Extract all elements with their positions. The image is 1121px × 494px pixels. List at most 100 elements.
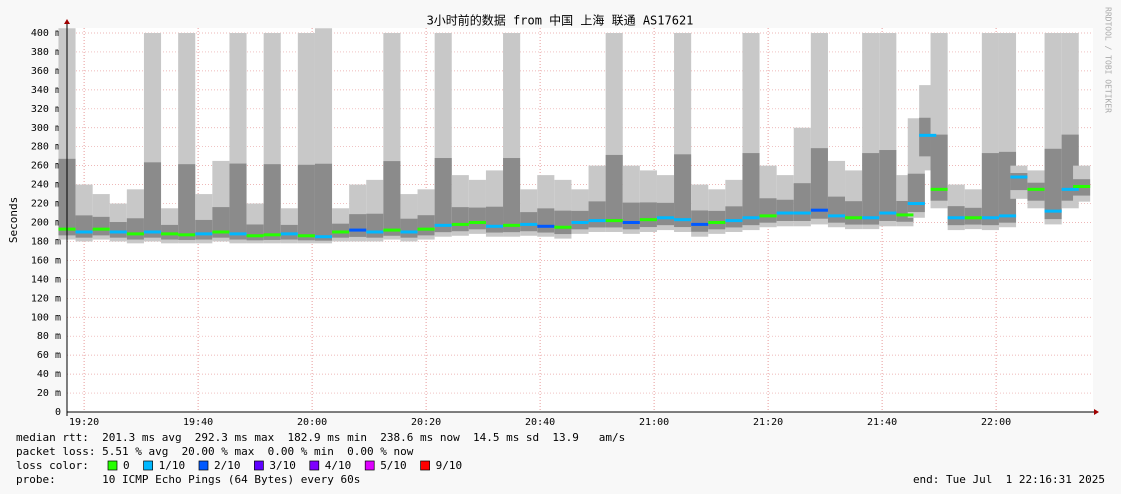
median-mark xyxy=(998,214,1017,218)
end-text: end: Tue Jul 1 22:16:31 2025 xyxy=(913,473,1105,486)
legend-swatch xyxy=(364,460,375,471)
smoke-core xyxy=(520,212,538,232)
x-tick-label: 21:20 xyxy=(753,417,783,428)
y-tick-label: 80 m xyxy=(37,331,61,342)
smoke-core xyxy=(827,196,846,223)
smoke-core xyxy=(571,210,589,230)
y-tick-label: 280 m xyxy=(31,142,61,153)
legend-label: 4/10 xyxy=(325,459,352,472)
y-tick-label: 40 m xyxy=(37,369,61,380)
y-tick-label: 220 m xyxy=(31,199,61,210)
x-tick-label: 20:00 xyxy=(297,417,327,428)
median-mark xyxy=(981,216,999,220)
median-mark xyxy=(332,230,350,234)
smoke-core xyxy=(622,202,640,230)
legend-label: 0 xyxy=(123,459,130,472)
smoke-core xyxy=(793,183,811,221)
smoke-core xyxy=(656,202,675,226)
median-mark xyxy=(349,228,367,232)
median-mark xyxy=(143,230,162,234)
median-mark xyxy=(297,234,315,238)
median-mark xyxy=(246,234,264,238)
smoke-core xyxy=(314,163,333,241)
x-tick-label: 20:40 xyxy=(525,417,555,428)
y-tick-label: 300 m xyxy=(31,123,61,134)
smoke-core xyxy=(862,153,880,225)
smoke-core xyxy=(1044,148,1062,220)
median-mark xyxy=(229,232,247,236)
y-tick-label: 100 m xyxy=(31,312,61,323)
smoke-core xyxy=(708,210,726,230)
smoke-core xyxy=(759,198,777,223)
median-mark xyxy=(485,224,504,228)
y-tick-label: 0 xyxy=(55,407,61,418)
median-mark xyxy=(537,224,555,228)
y-tick-label: 120 m xyxy=(31,293,61,304)
smoke-core xyxy=(947,206,965,226)
smoke-core xyxy=(742,153,760,226)
median-mark xyxy=(434,223,452,227)
y-tick-label: 260 m xyxy=(31,161,61,172)
y-tick-label: 60 m xyxy=(37,350,61,361)
smoke-core xyxy=(537,208,555,233)
smoke-core xyxy=(349,214,367,237)
smoke-core xyxy=(691,210,709,232)
smoke-core xyxy=(400,218,418,238)
y-tick-label: 180 m xyxy=(31,236,61,247)
legend-swatch xyxy=(420,460,430,471)
median-mark xyxy=(366,230,384,234)
median-mark xyxy=(75,230,93,234)
legend-label: 9/10 xyxy=(436,459,463,472)
smoke-core xyxy=(434,158,452,233)
median-mark xyxy=(126,232,144,236)
median-mark xyxy=(810,208,828,212)
median-mark xyxy=(862,216,880,220)
median-mark xyxy=(280,232,298,236)
smoke-core xyxy=(229,163,247,240)
legend-label: 3/10 xyxy=(269,459,296,472)
median-mark xyxy=(571,221,589,224)
median-mark xyxy=(674,218,692,222)
smoke-core xyxy=(639,202,657,228)
smoke-core xyxy=(879,150,897,221)
y-tick-label: 360 m xyxy=(31,66,61,77)
smoke-core xyxy=(212,207,230,238)
median-mark xyxy=(656,216,675,220)
smoke-core xyxy=(468,207,486,230)
median-mark xyxy=(964,216,982,220)
legend-swatch xyxy=(309,460,320,471)
median-mark xyxy=(879,211,897,215)
median-mark xyxy=(1073,184,1091,188)
median-mark xyxy=(759,214,777,218)
median-mark xyxy=(400,230,418,234)
smoke-core xyxy=(503,158,521,233)
smoke-core xyxy=(297,164,315,241)
median-mark xyxy=(930,187,948,191)
median-mark xyxy=(161,232,179,236)
median-mark xyxy=(195,232,213,236)
smoke-core xyxy=(1027,182,1045,201)
median-mark xyxy=(919,133,937,137)
median-mark xyxy=(588,219,606,223)
smoke-core xyxy=(810,148,828,219)
smoke-core xyxy=(845,201,863,225)
x-tick-label: 19:20 xyxy=(69,417,99,428)
median-mark xyxy=(622,221,640,224)
smoke-core xyxy=(674,154,692,228)
smoke-core xyxy=(383,161,401,236)
median-mark xyxy=(417,227,435,231)
x-tick-label: 19:40 xyxy=(183,417,213,428)
legend-swatch xyxy=(254,460,264,471)
smoke-core xyxy=(725,206,743,228)
chart-title: 3小时前的数据 from 中国 上海 联通 AS17621 xyxy=(427,13,694,28)
legend-swatch xyxy=(107,460,118,471)
footer-line: median rtt: 201.3 ms avg 292.3 ms max 18… xyxy=(16,431,625,444)
y-axis-label: Seconds xyxy=(7,197,20,243)
median-mark xyxy=(1044,209,1062,213)
median-mark xyxy=(691,222,709,226)
median-mark xyxy=(827,214,846,218)
median-mark xyxy=(92,227,110,231)
smoke-core xyxy=(92,216,110,236)
median-mark xyxy=(776,211,794,215)
side-text: RRDTOOL / TOBI OETIKER xyxy=(1104,7,1113,113)
